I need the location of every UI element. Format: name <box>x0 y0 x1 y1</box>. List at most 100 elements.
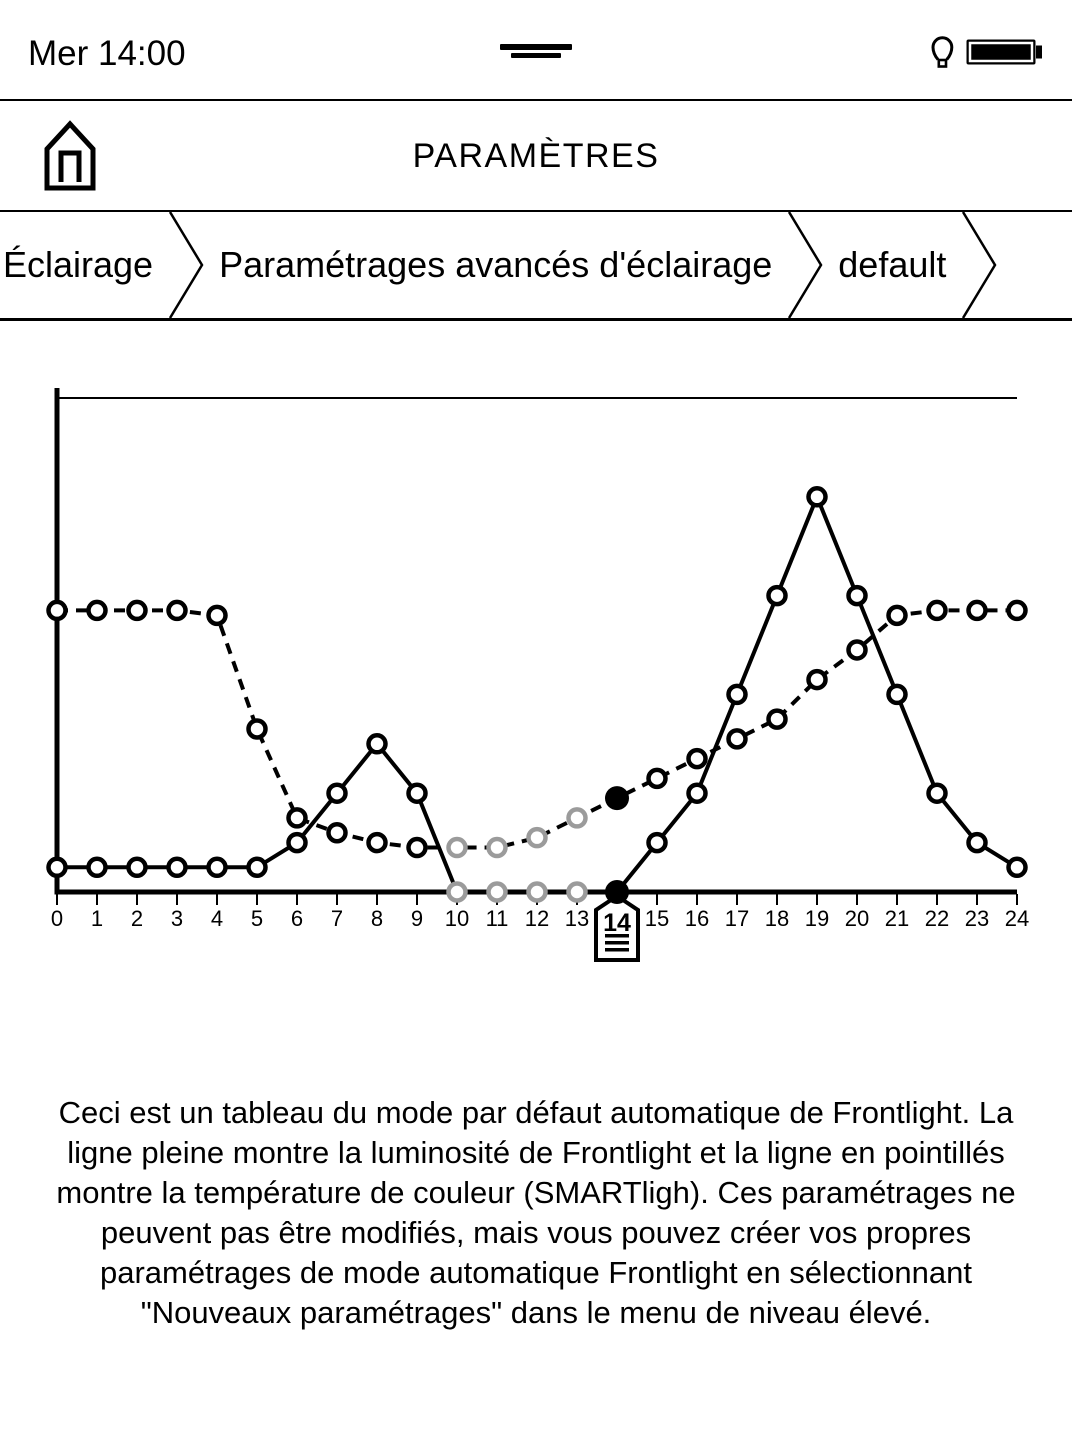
temperature-point <box>1006 599 1028 622</box>
chevron-right-icon <box>169 212 204 318</box>
temperature-point <box>326 821 348 844</box>
x-tick-label: 23 <box>965 906 989 931</box>
handle-bar-top <box>500 44 572 50</box>
temperature-point <box>86 599 108 622</box>
x-tick-label: 10 <box>445 906 469 931</box>
luminosity-point <box>966 831 988 854</box>
x-tick-label: 24 <box>1005 906 1029 931</box>
luminosity-point <box>846 584 868 607</box>
luminosity-point <box>326 782 348 804</box>
luminosity-point <box>646 831 668 854</box>
x-tick-label: 18 <box>765 906 789 931</box>
temperature-point <box>966 599 988 622</box>
drag-handle-icon <box>605 934 629 938</box>
temperature-point <box>166 599 188 622</box>
luminosity-point <box>286 831 308 854</box>
x-tick-label: 11 <box>486 906 509 931</box>
temperature-point <box>846 639 868 661</box>
temperature-point <box>526 826 548 849</box>
current-time-marker[interactable]: 14 <box>594 893 640 962</box>
chevron-right-icon <box>962 212 997 318</box>
x-tick-label: 8 <box>371 906 383 931</box>
temperature-point <box>286 807 308 829</box>
x-tick-label: 12 <box>525 906 549 931</box>
description-line: peuvent pas être modifiés, mais vous pou… <box>100 1215 972 1250</box>
page-title: PARAMÈTRES <box>412 137 660 175</box>
notification-handle-icon[interactable] <box>500 44 572 58</box>
battery-inner-line <box>968 41 1034 63</box>
luminosity-point <box>486 881 508 903</box>
breadcrumb-item-2[interactable]: default <box>838 244 947 285</box>
description-text: Ceci est un tableau du mode par défaut a… <box>0 1093 1072 1333</box>
description-line: "Nouveaux paramétrages" dans le menu de … <box>140 1295 932 1330</box>
luminosity-point <box>206 856 228 879</box>
luminosity-point <box>726 683 748 706</box>
luminosity-point <box>526 881 548 903</box>
luminosity-point <box>1006 856 1028 879</box>
temperature-point <box>406 836 428 859</box>
x-tick-label: 0 <box>51 906 63 931</box>
lightbulb-glass <box>931 36 954 61</box>
battery-body <box>966 39 1036 65</box>
home-button[interactable] <box>44 117 100 195</box>
x-tick-label: 17 <box>725 906 749 931</box>
breadcrumb-item-1[interactable]: Paramétrages avancés d'éclairage <box>219 244 773 285</box>
luminosity-point <box>886 683 908 706</box>
luminosity-point <box>806 486 828 508</box>
luminosity-point <box>686 782 708 804</box>
time-marker-label: 14 <box>603 909 631 937</box>
temperature-point <box>926 599 948 622</box>
breadcrumb: Éclairage Paramétrages avancés d'éclairag… <box>0 210 1072 321</box>
temperature-point-current[interactable] <box>605 786 629 811</box>
temperature-point <box>366 831 388 854</box>
temperature-point <box>46 599 68 622</box>
x-tick-label: 2 <box>131 906 143 931</box>
temperature-point <box>126 599 148 622</box>
chevron-right-icon <box>788 212 823 318</box>
drag-handle-icon <box>605 941 629 945</box>
header: PARAMÈTRES <box>0 103 1072 210</box>
description-line: Ceci est un tableau du mode par défaut a… <box>58 1095 1014 1130</box>
luminosity-point-current[interactable] <box>605 880 629 904</box>
x-tick-label: 22 <box>925 906 949 931</box>
luminosity-point <box>86 856 108 879</box>
luminosity-point <box>766 584 788 607</box>
handle-bar-bottom <box>511 53 561 58</box>
temperature-point <box>446 836 468 859</box>
x-tick-label: 3 <box>171 906 183 931</box>
breadcrumb-item-0[interactable]: Éclairage <box>3 244 154 285</box>
drag-handle-icon <box>605 948 629 952</box>
description-line: paramétrages de mode automatique Frontli… <box>100 1255 972 1290</box>
temperature-point <box>766 708 788 730</box>
x-tick-label: 20 <box>845 906 869 931</box>
temperature-point <box>206 604 228 627</box>
temperature-point <box>486 836 508 859</box>
lightbulb-icon <box>931 36 954 68</box>
temperature-point <box>566 807 588 829</box>
x-tick-label: 16 <box>685 906 709 931</box>
x-tick-label: 9 <box>411 906 423 931</box>
temperature-point <box>686 747 708 770</box>
luminosity-point <box>126 856 148 879</box>
luminosity-point <box>46 856 68 879</box>
luminosity-point <box>366 733 388 755</box>
home-icon <box>44 120 96 191</box>
x-tick-label: 21 <box>885 906 909 931</box>
luminosity-point <box>926 782 948 804</box>
x-tick-label: 5 <box>251 906 263 931</box>
temperature-point <box>886 604 908 627</box>
x-tick-label: 6 <box>291 906 303 931</box>
x-tick-label: 13 <box>565 906 589 931</box>
luminosity-point <box>246 856 268 879</box>
luminosity-point <box>406 782 428 804</box>
description-line: montre la température de couleur (SMARTl… <box>56 1175 1016 1210</box>
temperature-point <box>726 728 748 750</box>
x-tick-label: 19 <box>805 906 829 931</box>
temperature-point <box>646 767 668 790</box>
clock-text: Mer 14:00 <box>28 34 186 73</box>
status-bar: Mer 14:00 <box>0 0 1072 101</box>
lightbulb-base <box>937 58 948 68</box>
luminosity-point <box>166 856 188 879</box>
battery-icon <box>966 39 1042 65</box>
